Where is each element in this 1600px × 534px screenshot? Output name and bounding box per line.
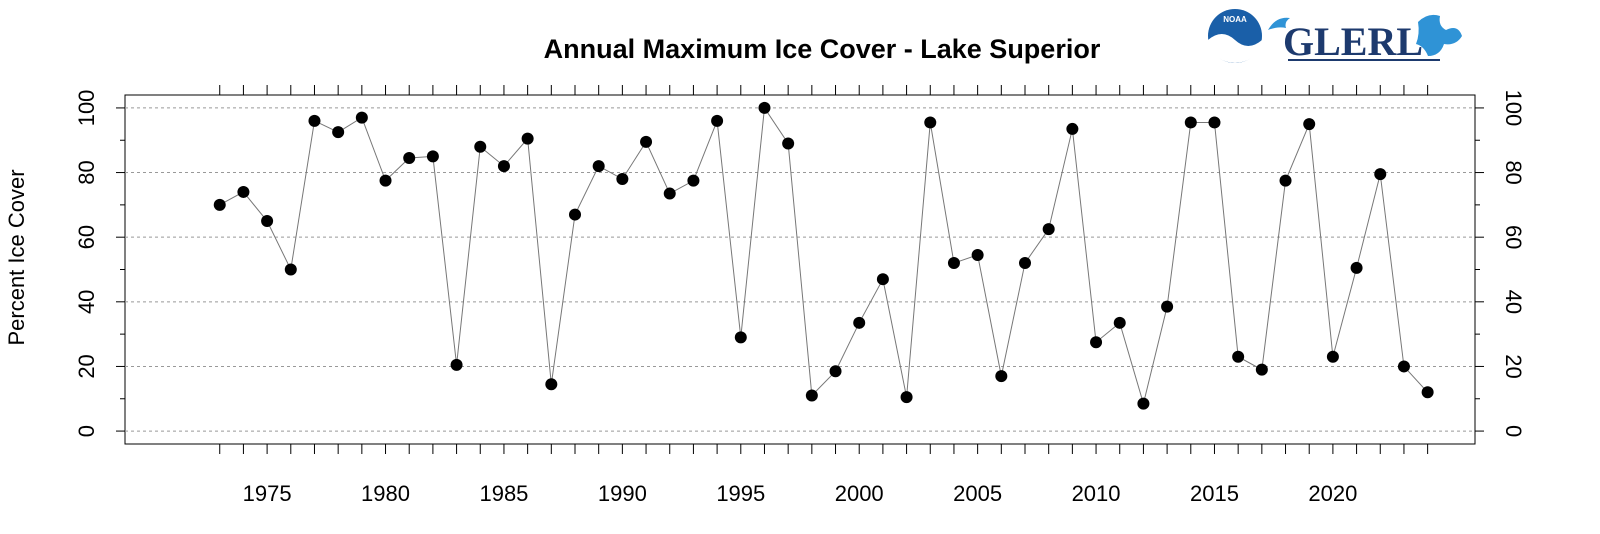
data-point-1994 [711,114,724,127]
y-tick-label-right: 100 [1501,90,1526,127]
grid-lines [125,107,1475,432]
x-tick-label: 2000 [835,481,884,506]
data-point-2014 [1184,116,1197,129]
y-tick-label-right: 60 [1501,225,1526,249]
x-tick-label: 1975 [243,481,292,506]
data-point-1998 [805,389,818,402]
data-point-2004 [947,257,960,270]
data-point-1984 [474,140,487,153]
y-tick-label-left: 60 [74,225,99,249]
data-point-1985 [497,160,510,173]
data-point-1973 [213,198,226,211]
data-point-2015 [1208,116,1221,129]
data-point-1976 [284,263,297,276]
data-point-1997 [782,137,795,150]
data-point-1987 [545,378,558,391]
data-point-1992 [663,187,676,200]
data-point-2002 [900,391,913,404]
data-point-1990 [616,173,629,186]
data-point-2012 [1137,397,1150,410]
x-tick-label: 1995 [716,481,765,506]
data-point-2013 [1161,300,1174,313]
y-tick-label-right: 80 [1501,160,1526,184]
data-point-2023 [1397,360,1410,373]
data-point-2007 [1019,257,1031,270]
x-tick-label: 2020 [1308,481,1357,506]
y-tick-label-left: 0 [74,425,99,437]
data-point-1993 [687,174,700,187]
x-tick-label: 1985 [479,481,528,506]
data-point-2019 [1303,118,1316,131]
data-point-2009 [1066,122,1079,135]
data-point-1974 [237,185,250,198]
data-point-1986 [521,132,534,145]
glerl-logo-text: GLERL [1283,19,1423,64]
noaa-logo: NOAA [1208,9,1262,63]
data-point-2001 [876,273,889,286]
y-tick-label-right: 40 [1501,290,1526,314]
y-tick-label-left: 20 [74,354,99,378]
data-point-1983 [450,358,463,371]
data-point-1979 [355,111,368,124]
y-tick-label-left: 80 [74,160,99,184]
data-point-2020 [1326,350,1339,363]
series-line [219,106,1429,406]
y-tick-label-left: 40 [74,290,99,314]
data-point-1995 [734,331,747,344]
data-point-1980 [379,174,392,187]
x-tick-label: 1980 [361,481,410,506]
noaa-logo-text: NOAA [1223,15,1247,24]
data-point-2010 [1090,336,1103,349]
data-point-1991 [640,135,653,148]
data-point-1999 [829,365,842,378]
data-point-1975 [261,215,274,228]
x-tick-label: 2010 [1072,481,1121,506]
data-point-1978 [332,126,345,139]
data-point-2024 [1421,386,1434,399]
data-point-1996 [758,101,771,114]
data-point-2017 [1255,363,1268,376]
glerl-logo: GLERL [1268,14,1462,64]
y-tick-label-left: 100 [74,90,99,127]
glerl-bird-icon [1268,17,1290,30]
data-point-1988 [569,208,581,221]
data-point-2008 [1042,223,1055,236]
x-tick-label: 2005 [953,481,1002,506]
data-point-2000 [853,316,866,329]
data-point-2022 [1374,168,1387,181]
great-lakes-map-icon [1416,14,1462,56]
data-point-2005 [971,248,984,261]
chart-title: Annual Maximum Ice Cover - Lake Superior [544,34,1101,64]
y-axis-title: Percent Ice Cover [4,169,29,345]
data-point-1981 [403,152,416,165]
data-point-2003 [924,116,937,129]
data-point-1982 [426,150,439,163]
data-point-2006 [995,370,1008,383]
y-tick-label-right: 0 [1501,425,1526,437]
noaa-logo-wave [1208,34,1262,63]
data-point-2018 [1279,174,1292,187]
data-point-1989 [592,160,605,173]
x-tick-label: 2015 [1190,481,1239,506]
data-point-1977 [308,114,321,127]
series-ice-cover [213,101,1434,410]
y-tick-label-right: 20 [1501,354,1526,378]
data-point-2011 [1113,316,1126,329]
data-point-2016 [1232,350,1245,363]
x-tick-label: 1990 [598,481,647,506]
data-point-2021 [1350,261,1363,274]
